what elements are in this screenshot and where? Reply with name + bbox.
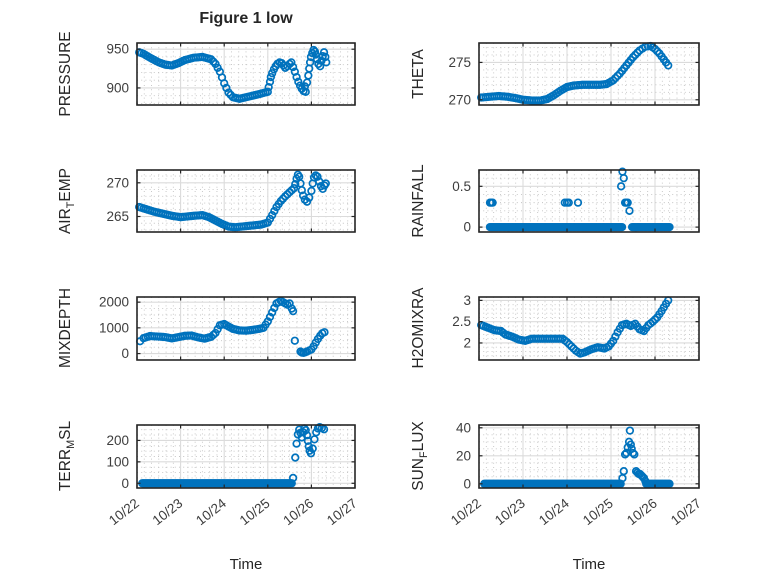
svg-text:10/27: 10/27	[324, 496, 360, 529]
svg-text:1000: 1000	[99, 320, 129, 335]
svg-text:10/23: 10/23	[150, 496, 186, 529]
subplot-air-temp: 265 270	[106, 169, 356, 233]
xlabel-time-right: Time	[572, 556, 606, 573]
ylabel-pressure: PRESSURE	[56, 31, 74, 117]
svg-text:200: 200	[106, 433, 129, 448]
svg-text:270: 270	[448, 92, 471, 107]
svg-text:2000: 2000	[99, 295, 129, 310]
svg-text:3: 3	[463, 293, 471, 308]
ylabel-mixdepth: MIXDEPTH	[56, 287, 74, 369]
ylabel-h2omixra: H2OMIXRA	[409, 287, 427, 369]
svg-text:275: 275	[448, 55, 471, 70]
ylabel-air-temp: AIRTEMP	[56, 167, 78, 235]
svg-text:265: 265	[106, 209, 129, 224]
theta-plot-area: 270 275	[448, 41, 700, 107]
svg-text:10/25: 10/25	[237, 496, 273, 529]
pressure-plot-area: 900 950	[106, 42, 356, 106]
air-temp-plot-area: 265 270	[106, 169, 356, 233]
svg-text:0: 0	[121, 346, 129, 361]
svg-text:10/24: 10/24	[536, 495, 572, 528]
svg-text:2: 2	[463, 335, 471, 350]
ylabel-sun-flux: SUNFLUX	[409, 421, 431, 491]
svg-text:10/26: 10/26	[624, 496, 660, 529]
subplot-terr-msl: 0 100 200 10/22 10/23 10/24 10/25 10/26 10/27	[106, 422, 360, 528]
ylabel-rainfall: RAINFALL	[409, 164, 427, 238]
svg-text:10/25: 10/25	[580, 496, 616, 529]
terr-msl-plot-area: 0 100 200 10/22 10/23 10/24 10/25 10/26 10/27	[106, 422, 360, 528]
figure-title: Figure 1 low	[199, 10, 293, 27]
svg-text:10/27: 10/27	[668, 496, 704, 529]
svg-text:0.5: 0.5	[452, 179, 471, 194]
subplot-mixdepth: 0 1000 2000	[99, 295, 356, 361]
svg-text:270: 270	[106, 175, 129, 190]
svg-text:20: 20	[456, 448, 471, 463]
svg-text:10/23: 10/23	[492, 496, 528, 529]
svg-text:40: 40	[456, 420, 471, 435]
svg-text:10/22: 10/22	[448, 496, 484, 529]
svg-text:0: 0	[463, 220, 471, 235]
svg-text:900: 900	[106, 80, 129, 95]
subplot-pressure: 900 950	[106, 42, 356, 106]
svg-text:950: 950	[106, 42, 129, 57]
mixdepth-plot-area: 0 1000 2000	[99, 295, 356, 361]
svg-text:0: 0	[463, 476, 471, 491]
subplot-sun-flux: 0 20 40 10/22 10/23 10/24 10/25 10/26 10/27	[448, 420, 704, 528]
h2omixra-plot-area: 22.53	[452, 293, 700, 361]
sun-flux-plot-area: 0 20 40 10/22 10/23 10/24 10/25 10/26 10/27	[448, 420, 704, 528]
svg-text:0: 0	[121, 476, 129, 491]
rainfall-plot-area: 00.5	[452, 167, 700, 235]
subplot-theta: 270 275	[448, 41, 700, 107]
svg-text:2.5: 2.5	[452, 314, 471, 329]
ylabel-terr-msl: TERRMSL	[56, 420, 78, 492]
svg-text:100: 100	[106, 454, 129, 469]
subplot-rainfall: 0 0.5	[452, 167, 700, 235]
svg-text:10/22: 10/22	[106, 496, 142, 529]
svg-text:10/24: 10/24	[193, 495, 229, 528]
subplot-h2omixra: 2 2.5 3	[452, 293, 700, 361]
svg-text:10/26: 10/26	[280, 496, 316, 529]
xlabel-time-left: Time	[229, 556, 263, 573]
ylabel-theta: THETA	[409, 49, 427, 99]
